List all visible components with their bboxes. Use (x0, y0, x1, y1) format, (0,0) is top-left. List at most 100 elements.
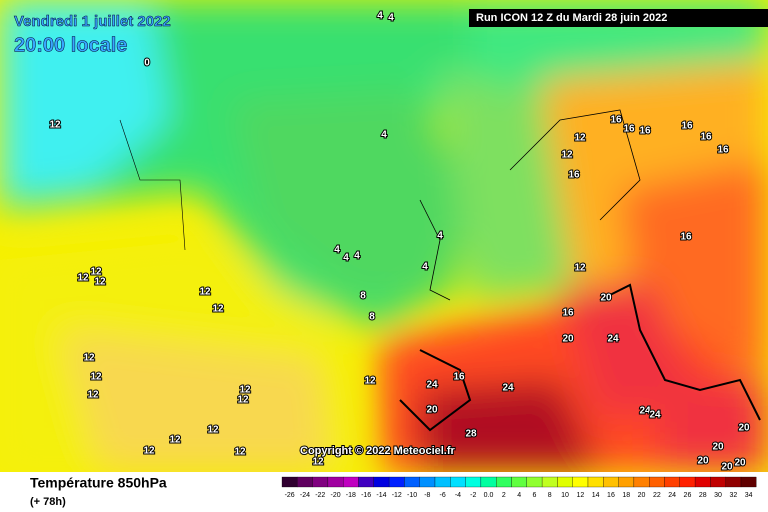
contour-label: 12 (364, 376, 376, 387)
scale-swatch (664, 476, 680, 488)
contour-label: 12 (90, 267, 102, 278)
scale-label: 24 (668, 492, 676, 499)
contour-label: 24 (607, 334, 619, 345)
scale-label: -8 (424, 492, 430, 499)
scale-swatch (343, 476, 359, 488)
scale-swatch (312, 476, 329, 488)
contour-label: 16 (453, 372, 465, 383)
contour-label: 4 (343, 253, 349, 264)
copyright: Copyright © 2022 Meteociel.fr (300, 445, 456, 457)
scale-swatch (633, 476, 650, 488)
contour-label: 12 (212, 304, 224, 315)
scale-label: -22 (315, 492, 325, 499)
scale-swatch (511, 476, 527, 488)
scale-swatch (480, 476, 497, 488)
contour-label: 12 (77, 273, 89, 284)
contour-label: 16 (623, 124, 635, 135)
scale-label: 22 (653, 492, 661, 499)
footer-lead: (+ 78h) (30, 496, 66, 508)
scale-label: 0.0 (484, 492, 494, 499)
contour-label: 20 (697, 456, 709, 467)
contour-label: 28 (465, 429, 477, 440)
scale-swatch (434, 476, 451, 488)
scale-label: -24 (300, 492, 310, 499)
scale-label: -12 (392, 492, 402, 499)
contour-label: 12 (574, 263, 586, 274)
contour-label: 12 (207, 425, 219, 436)
contour-label: 4 (437, 231, 443, 242)
contour-label: 12 (561, 150, 573, 161)
scale-swatch (679, 476, 696, 488)
scale-swatch (572, 476, 589, 488)
contour-label: 20 (734, 458, 746, 469)
scale-label: -4 (455, 492, 461, 499)
scale-swatch (618, 476, 635, 488)
contour-label: 12 (83, 353, 95, 364)
contour-label: 16 (681, 121, 693, 132)
scale-label: 2 (502, 492, 506, 499)
contour-label: 16 (610, 115, 622, 126)
scale-swatch (603, 476, 619, 488)
scale-swatch (541, 476, 558, 488)
contour-label: 12 (312, 457, 324, 468)
scale-swatch (404, 476, 420, 488)
scale-label: -16 (361, 492, 371, 499)
contour-label: 20 (721, 462, 733, 473)
contour-label: 12 (90, 372, 102, 383)
contour-label: 20 (562, 334, 574, 345)
contour-label: 16 (680, 232, 692, 243)
scale-swatch (419, 476, 436, 488)
contour-label: 16 (717, 145, 729, 156)
scale-label: -10 (407, 492, 417, 499)
scale-label: 4 (517, 492, 521, 499)
map-field (0, 0, 768, 472)
contour-label: 0 (144, 58, 150, 69)
scale-label: 14 (592, 492, 600, 499)
scale-label: 28 (699, 492, 707, 499)
contour-label: 12 (87, 390, 99, 401)
contour-label: 24 (502, 383, 514, 394)
contour-label: 20 (600, 293, 612, 304)
contour-label: 12 (169, 435, 181, 446)
contour-label: 20 (738, 423, 750, 434)
scale-label: 10 (561, 492, 569, 499)
scale-swatch (649, 476, 665, 488)
contour-label: 4 (388, 13, 394, 24)
scale-swatch (694, 476, 711, 488)
contour-label: 12 (94, 277, 106, 288)
scale-label: 20 (638, 492, 646, 499)
contour-label: 4 (354, 251, 360, 262)
scale-swatch (297, 476, 313, 488)
contour-label: 12 (237, 395, 249, 406)
map-time: 20:00 locale (14, 34, 127, 56)
contour-label: 8 (360, 291, 366, 302)
scale-label: 26 (684, 492, 692, 499)
map-date: Vendredi 1 juillet 2022 (14, 13, 171, 30)
contour-label: 12 (239, 385, 251, 396)
contour-label: 24 (426, 380, 438, 391)
scale-swatch (710, 476, 726, 488)
scale-swatch (740, 476, 757, 488)
scale-label: 12 (576, 492, 584, 499)
scale-label: 30 (714, 492, 722, 499)
contour-label: 20 (426, 405, 438, 416)
scale-swatch (358, 476, 374, 488)
contour-label: 12 (234, 447, 246, 458)
contour-label: 20 (712, 442, 724, 453)
scale-label: 34 (745, 492, 753, 499)
contour-label: 12 (574, 133, 586, 144)
footer-title: Température 850hPa (30, 475, 167, 491)
color-scale: -26 -24 -22 -20 -18 -16 -14 -12 -10 -8 -6 -4 -2 0.0 2 4… (281, 476, 757, 499)
scale-swatch (496, 476, 512, 488)
contour-label: 8 (369, 312, 375, 323)
scale-swatch (327, 476, 344, 488)
scale-label: -26 (285, 492, 295, 499)
contour-label: 12 (49, 120, 61, 131)
contour-label: 16 (568, 170, 580, 181)
scale-swatch (526, 476, 543, 488)
scale-label: -2 (470, 492, 476, 499)
contour-label: 16 (639, 126, 651, 137)
contour-label: 24 (649, 410, 661, 421)
contour-label: 16 (700, 132, 712, 143)
scale-swatch (587, 476, 604, 488)
